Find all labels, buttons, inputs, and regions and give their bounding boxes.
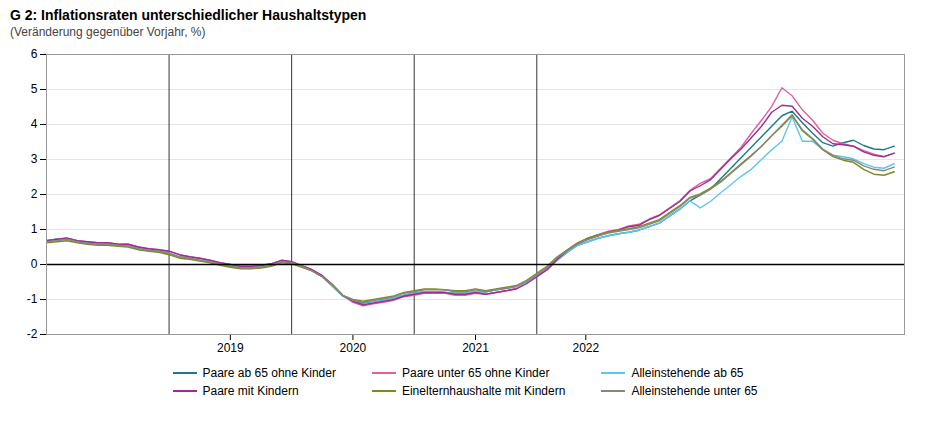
html-text:Paare mit Kindern: Paare mit Kindern: [202, 384, 299, 398]
html-text:Paare ab 65 ohne Kinder: Paare ab 65 ohne Kinder: [202, 366, 336, 380]
svg-text:2021: 2021: [462, 341, 489, 355]
svg-text:4: 4: [31, 117, 38, 131]
svg-text:-1: -1: [27, 292, 38, 306]
html-text:Alleinstehende unter 65: Alleinstehende unter 65: [631, 384, 758, 398]
html-text:Einelternhaushalte mit Kindern: Einelternhaushalte mit Kindern: [402, 384, 566, 398]
html-text:Paare unter 65 ohne Kinder: Paare unter 65 ohne Kinder: [402, 366, 550, 380]
html-text:(Veränderung gegenüber Vorjahr: (Veränderung gegenüber Vorjahr, %): [10, 25, 206, 39]
svg-text:6: 6: [31, 47, 38, 61]
html-text:G 2: Inflationsraten unterschi: G 2: Inflationsraten unterschiedlicher H…: [10, 7, 367, 23]
svg-text:-2: -2: [27, 327, 38, 341]
svg-text:2022: 2022: [572, 341, 599, 355]
svg-text:2019: 2019: [217, 341, 244, 355]
svg-text:3: 3: [31, 152, 38, 166]
html-text:Alleinstehende ab 65: Alleinstehende ab 65: [631, 366, 744, 380]
svg-text:2: 2: [31, 187, 38, 201]
svg-text:2020: 2020: [340, 341, 367, 355]
svg-text:5: 5: [31, 82, 38, 96]
svg-text:0: 0: [31, 257, 38, 271]
svg-text:1: 1: [31, 222, 38, 236]
